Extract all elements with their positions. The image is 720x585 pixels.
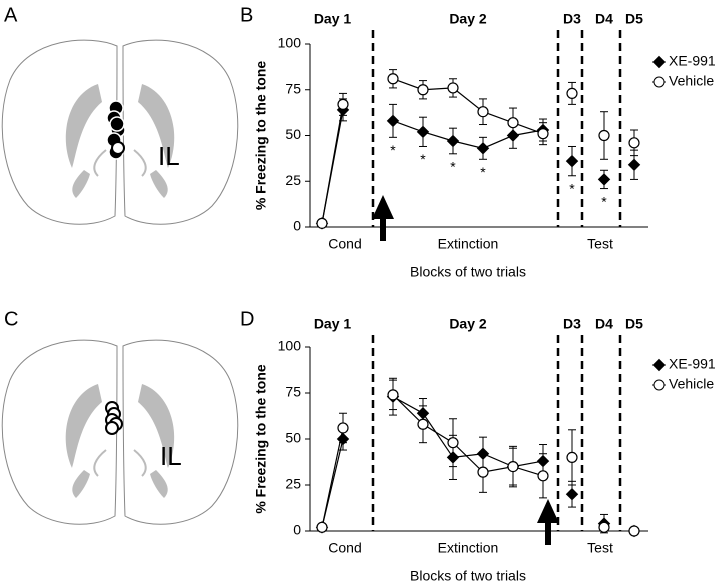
x-axis-label: Blocks of two trials xyxy=(410,568,526,584)
legend-marker xyxy=(653,76,665,88)
day-label: D4 xyxy=(595,316,613,332)
data-point xyxy=(565,487,579,501)
day-label: Day 2 xyxy=(449,11,487,27)
legend-label: Vehicle xyxy=(669,73,714,89)
legend-label: XE-991 xyxy=(669,53,716,69)
legend-label: Vehicle xyxy=(669,376,714,392)
data-point xyxy=(416,125,430,139)
significance-mark: * xyxy=(450,159,456,175)
data-point xyxy=(628,525,640,537)
data-point xyxy=(316,217,328,229)
panel-label: B xyxy=(240,4,253,26)
y-tick-label: 75 xyxy=(285,80,301,96)
data-point xyxy=(387,73,399,85)
data-point xyxy=(565,154,579,168)
significance-mark: * xyxy=(480,164,486,180)
y-tick-label: 75 xyxy=(285,384,301,400)
series-line xyxy=(322,395,634,531)
day-label: Day 1 xyxy=(314,11,352,27)
significance-mark: * xyxy=(569,180,575,196)
phase-label: Cond xyxy=(328,540,361,556)
legend-label: XE-991 xyxy=(669,356,716,372)
series-line xyxy=(322,79,634,224)
data-point xyxy=(566,451,578,463)
data-point xyxy=(536,454,550,468)
data-point xyxy=(336,432,350,446)
data-point xyxy=(387,389,399,401)
panel-label: A xyxy=(4,4,18,26)
legend-marker xyxy=(652,55,666,69)
legend-marker xyxy=(653,379,665,391)
data-point xyxy=(598,129,610,142)
region-label: IL xyxy=(160,441,182,471)
data-point xyxy=(627,158,641,171)
region-label: IL xyxy=(158,141,180,171)
series-line xyxy=(322,397,634,531)
x-axis-label: Blocks of two trials xyxy=(410,264,526,280)
data-point xyxy=(447,82,459,94)
data-point xyxy=(566,87,578,100)
data-point xyxy=(316,521,328,533)
arrow xyxy=(537,499,559,545)
legend-marker xyxy=(652,358,666,372)
data-point xyxy=(337,98,349,110)
data-point xyxy=(447,437,459,449)
y-tick-label: 25 xyxy=(285,476,301,492)
y-tick-label: 100 xyxy=(278,35,302,51)
y-tick-label: 50 xyxy=(285,430,301,446)
day-label: D4 xyxy=(595,11,613,27)
data-point xyxy=(416,407,430,420)
phase-label: Extinction xyxy=(438,236,499,252)
day-label: D5 xyxy=(625,316,643,332)
significance-mark: * xyxy=(390,142,396,158)
data-point xyxy=(628,137,640,149)
day-label: D3 xyxy=(563,11,581,27)
y-axis-label: % Freezing to the tone xyxy=(253,364,269,514)
y-tick-label: 50 xyxy=(285,126,301,142)
data-point xyxy=(597,173,611,186)
y-tick-label: 0 xyxy=(293,218,301,234)
series-line xyxy=(322,110,634,223)
day-label: D3 xyxy=(563,316,581,332)
data-point xyxy=(537,128,549,140)
significance-mark: * xyxy=(420,151,426,167)
y-tick-label: 100 xyxy=(278,338,302,354)
data-point xyxy=(337,422,349,434)
phase-label: Test xyxy=(587,540,613,556)
data-point xyxy=(537,470,549,482)
data-point xyxy=(446,134,460,148)
phase-label: Cond xyxy=(328,236,361,252)
data-point xyxy=(417,418,429,430)
data-point xyxy=(476,447,490,460)
panel-label: D xyxy=(240,308,254,330)
significance-mark: * xyxy=(601,193,607,209)
data-point xyxy=(507,117,519,129)
panel-label: C xyxy=(4,308,18,330)
data-point xyxy=(598,521,610,533)
day-label: Day 2 xyxy=(449,316,487,332)
y-tick-label: 0 xyxy=(293,522,301,538)
brain-diagram: IL xyxy=(1,339,239,526)
data-point xyxy=(417,84,429,96)
data-point xyxy=(506,129,520,142)
brain-diagram: IL xyxy=(1,39,239,226)
phase-label: Extinction xyxy=(438,540,499,556)
phase-label: Test xyxy=(587,236,613,252)
data-point xyxy=(386,114,400,128)
arrow xyxy=(372,195,394,241)
data-point xyxy=(477,466,489,478)
y-tick-label: 25 xyxy=(285,172,301,188)
y-axis-label: % Freezing to the tone xyxy=(253,61,269,211)
data-point xyxy=(507,461,519,473)
data-point xyxy=(476,142,490,155)
day-label: Day 1 xyxy=(314,316,352,332)
data-point xyxy=(477,106,489,118)
data-point xyxy=(446,451,460,464)
day-label: D5 xyxy=(625,11,643,27)
